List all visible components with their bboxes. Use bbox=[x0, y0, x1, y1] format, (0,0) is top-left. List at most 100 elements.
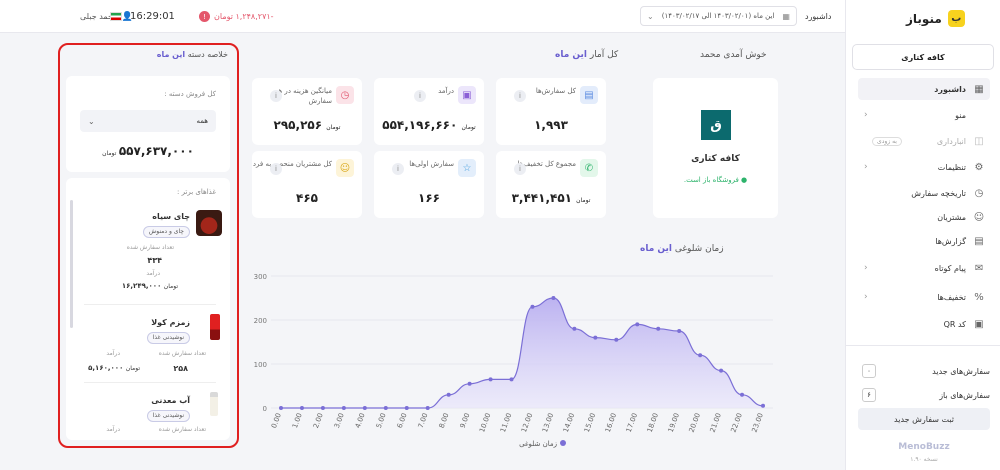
breadcrumb: داشبورد bbox=[805, 12, 832, 21]
history-icon: ◷ bbox=[974, 187, 984, 199]
sidebar-item-label: پیام کوتاه bbox=[934, 263, 966, 273]
top-bar: محمد جبلی 👤 16:29:01 ! -۱,۲۴۸,۲۷۱ تومان … bbox=[0, 0, 845, 33]
stat-card-total-orders: ▤ کل سفارش‌ها i ۱,۹۹۳ bbox=[496, 78, 606, 145]
count-label: تعداد سفارش شده bbox=[158, 426, 206, 433]
data-point bbox=[635, 322, 640, 327]
scrollbar[interactable] bbox=[70, 200, 73, 328]
info-icon[interactable]: i bbox=[514, 90, 526, 102]
data-point bbox=[593, 335, 598, 340]
category-tag: نوشیدنی غذا bbox=[146, 332, 190, 344]
info-icon[interactable]: i bbox=[414, 90, 426, 102]
food-name: زمزم کولا bbox=[151, 318, 190, 327]
x-tick-label: 1.00 bbox=[291, 412, 304, 429]
data-point bbox=[656, 326, 661, 331]
store-selector[interactable]: کافه کتاری bbox=[852, 44, 994, 70]
legend-marker bbox=[560, 440, 566, 446]
category-select[interactable]: ⌄ همه bbox=[80, 110, 216, 132]
data-point bbox=[488, 377, 493, 382]
chevron-left-icon: ‹ bbox=[864, 263, 868, 273]
new-orders-row[interactable]: ۰ سفارش‌های جدید bbox=[862, 362, 990, 380]
x-tick-label: 10.00 bbox=[478, 412, 492, 434]
list-item[interactable]: زمزم کولا نوشیدنی غذا تعداد سفارش شده در… bbox=[76, 312, 224, 378]
list-item[interactable]: آب معدنی نوشیدنی غذا تعداد سفارش شده درآ… bbox=[76, 390, 224, 440]
x-tick-label: 20.00 bbox=[688, 412, 702, 434]
user-menu[interactable]: محمد جبلی 👤 bbox=[80, 0, 133, 33]
sidebar-item-settings[interactable]: ⚙ تنظیمات ‹ bbox=[858, 156, 990, 178]
new-orders-count: ۰ bbox=[862, 364, 876, 378]
stat-unit: تومان bbox=[461, 124, 476, 131]
stat-card-unique-customers: ☺ کل مشتریان منحصر به فرد i ۴۶۵ bbox=[252, 151, 362, 218]
sidebar-item-label: تخفیف‌ها bbox=[937, 292, 966, 302]
data-point bbox=[299, 406, 304, 410]
list-item[interactable]: چای سیاه چای و دمنوش تعداد سفارش شده ۴۳۴… bbox=[76, 206, 224, 302]
gear-icon: ⚙ bbox=[974, 161, 984, 173]
category-total-card: کل فروش دسته : ⌄ همه ۵۵۷,۶۳۷,۰۰۰ تومان bbox=[66, 76, 230, 172]
sidebar-item-order-history[interactable]: ◷ تاریخچه سفارش bbox=[858, 182, 990, 204]
date-range-text: این ماه (۱۴۰۳/۰۲/۰۱ الی ۱۴۰۳/۰۲/۱۷) bbox=[661, 12, 775, 20]
chart-title: زمان شلوغی bbox=[674, 244, 724, 254]
user-add-icon: ☺ bbox=[336, 159, 354, 177]
chevron-down-icon: ⌄ bbox=[647, 11, 654, 21]
stat-value: ۴۶۵ bbox=[296, 191, 318, 205]
x-tick-label: 5.00 bbox=[375, 412, 388, 429]
sidebar-item-menu[interactable]: منو ‹ bbox=[858, 104, 990, 126]
stats-heading: کل آمار این ماه bbox=[555, 50, 618, 60]
open-orders-label: سفارش‌های باز bbox=[939, 390, 990, 400]
x-tick-label: 18.00 bbox=[646, 412, 660, 434]
data-point bbox=[425, 406, 430, 410]
sidebar-item-reports[interactable]: ▤ گزارش‌ها bbox=[858, 230, 990, 252]
info-icon[interactable]: i bbox=[514, 163, 526, 175]
x-tick-label: 6.00 bbox=[396, 412, 409, 429]
top-foods-label: غذاهای برتر : bbox=[176, 188, 216, 196]
total-sales: ۵۵۷,۶۳۷,۰۰۰ تومان bbox=[66, 144, 230, 158]
sidebar-item-label: مشتریان bbox=[937, 212, 966, 222]
debt-indicator[interactable]: ! -۱,۲۴۸,۲۷۱ تومان bbox=[195, 0, 274, 33]
x-tick-label: 3.00 bbox=[333, 412, 346, 429]
wallet-icon: ▣ bbox=[458, 86, 476, 104]
stat-title: کل سفارش‌ها bbox=[535, 87, 576, 95]
total-sales-currency: تومان bbox=[102, 150, 117, 157]
y-tick-label: 300 bbox=[254, 273, 267, 281]
brand-name: منوباز bbox=[906, 11, 942, 26]
stat-value-row: تومان ۲۹۵,۲۵۶ bbox=[252, 118, 362, 132]
coming-soon-badge: به زودی bbox=[872, 136, 902, 146]
summary-title-highlight: این ماه bbox=[156, 50, 186, 59]
data-point bbox=[614, 337, 619, 342]
x-tick-label: 11.00 bbox=[499, 412, 513, 434]
stat-title: سفارش اولی‌ها bbox=[409, 160, 454, 168]
grid-icon: ▦ bbox=[974, 83, 984, 95]
category-tag: چای و دمنوش bbox=[142, 226, 190, 238]
sidebar-item-qr[interactable]: ▣ کد QR bbox=[858, 313, 990, 335]
sidebar-item-label: تنظیمات bbox=[937, 162, 966, 172]
sidebar-item-customers[interactable]: ☺ مشتریان bbox=[858, 206, 990, 228]
x-tick-label: 21.00 bbox=[709, 412, 723, 434]
open-orders-row[interactable]: ۶ سفارش‌های باز bbox=[862, 386, 990, 404]
stat-unit: تومان bbox=[576, 197, 591, 204]
new-order-button[interactable]: ثبت سفارش جدید bbox=[858, 408, 990, 430]
stat-value: ۲۹۵,۲۵۶ bbox=[273, 118, 323, 132]
income-value: ۱۶,۲۴۹,۰۰۰ bbox=[121, 282, 162, 290]
info-icon[interactable]: i bbox=[270, 163, 282, 175]
data-point bbox=[404, 406, 409, 410]
data-point bbox=[572, 326, 577, 331]
summary-heading: خلاصه دسته این ماه bbox=[68, 50, 228, 59]
stat-value: ۳,۴۴۱,۴۵۱ bbox=[511, 191, 572, 205]
legend-label: زمان شلوغی bbox=[519, 440, 557, 448]
divider bbox=[84, 304, 216, 305]
summary-title: خلاصه دسته bbox=[187, 50, 228, 59]
order-count: ۲۵۸ bbox=[173, 364, 188, 373]
sidebar-item-sms[interactable]: ✉ پیام کوتاه ‹ bbox=[858, 257, 990, 279]
stat-title: کل مشتریان منحصر به فرد bbox=[252, 160, 332, 168]
x-tick-label: 12.00 bbox=[520, 412, 534, 434]
sidebar-item-label: منو bbox=[955, 110, 966, 120]
sidebar-item-discounts[interactable]: % تخفیف‌ها ‹ bbox=[858, 286, 990, 308]
data-point bbox=[446, 392, 451, 397]
info-icon[interactable]: i bbox=[392, 163, 404, 175]
info-icon[interactable]: i bbox=[270, 90, 282, 102]
x-tick-label: 15.00 bbox=[583, 412, 597, 434]
chart-heading: زمان شلوغی این ماه bbox=[640, 244, 724, 254]
sidebar-item-dashboard[interactable]: ▦ داشبورد bbox=[858, 78, 990, 100]
store-name: کافه کتاری bbox=[691, 154, 740, 164]
date-range-picker[interactable]: ⌄ این ماه (۱۴۰۳/۰۲/۰۱ الی ۱۴۰۳/۰۲/۱۷) ▦ bbox=[640, 6, 797, 26]
top-foods-card: غذاهای برتر : چای سیاه چای و دمنوش تعداد… bbox=[66, 178, 230, 440]
